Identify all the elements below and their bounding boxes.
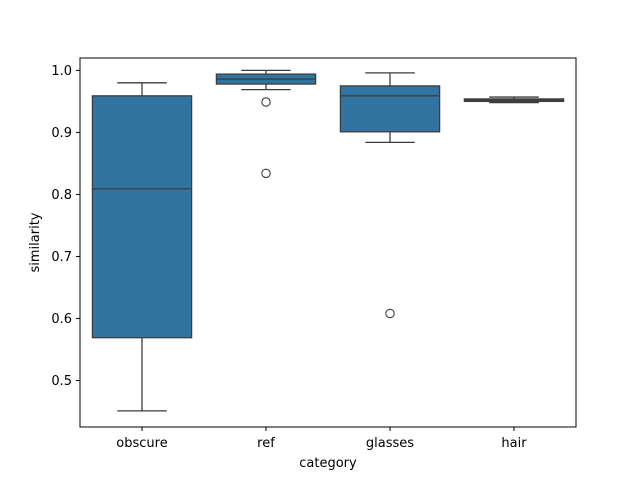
y-tick-label: 0.5 [51, 374, 72, 389]
outlier-point [385, 308, 395, 319]
y-tick-label: 1.0 [51, 64, 72, 79]
x-tick-label: obscure [116, 436, 167, 451]
y-tick-label: 0.7 [51, 250, 72, 265]
x-axis-label: category [299, 456, 357, 471]
y-tick-label: 0.8 [51, 188, 72, 203]
x-axis: obscure ref glasses hair [116, 427, 527, 451]
x-tick-label: ref [257, 436, 275, 451]
outlier-point [261, 97, 271, 107]
y-axis: 0.5 0.6 0.7 0.8 0.9 1.0 [51, 64, 80, 389]
plot-frame [79, 57, 577, 428]
y-axis-label: similarity [28, 212, 43, 272]
x-tick-label: hair [501, 436, 527, 451]
y-tick-label: 0.6 [51, 312, 72, 327]
box-iqr [339, 85, 441, 133]
box-group-glasses [339, 72, 441, 319]
x-tick-label: glasses [366, 436, 414, 451]
box-iqr [91, 95, 193, 339]
y-tick-label: 0.9 [51, 126, 72, 141]
box-group-hair [463, 96, 565, 104]
outlier-point [261, 168, 271, 179]
plot-content [91, 69, 565, 412]
box-group-ref [215, 69, 317, 179]
box-group-obscure [91, 82, 193, 412]
